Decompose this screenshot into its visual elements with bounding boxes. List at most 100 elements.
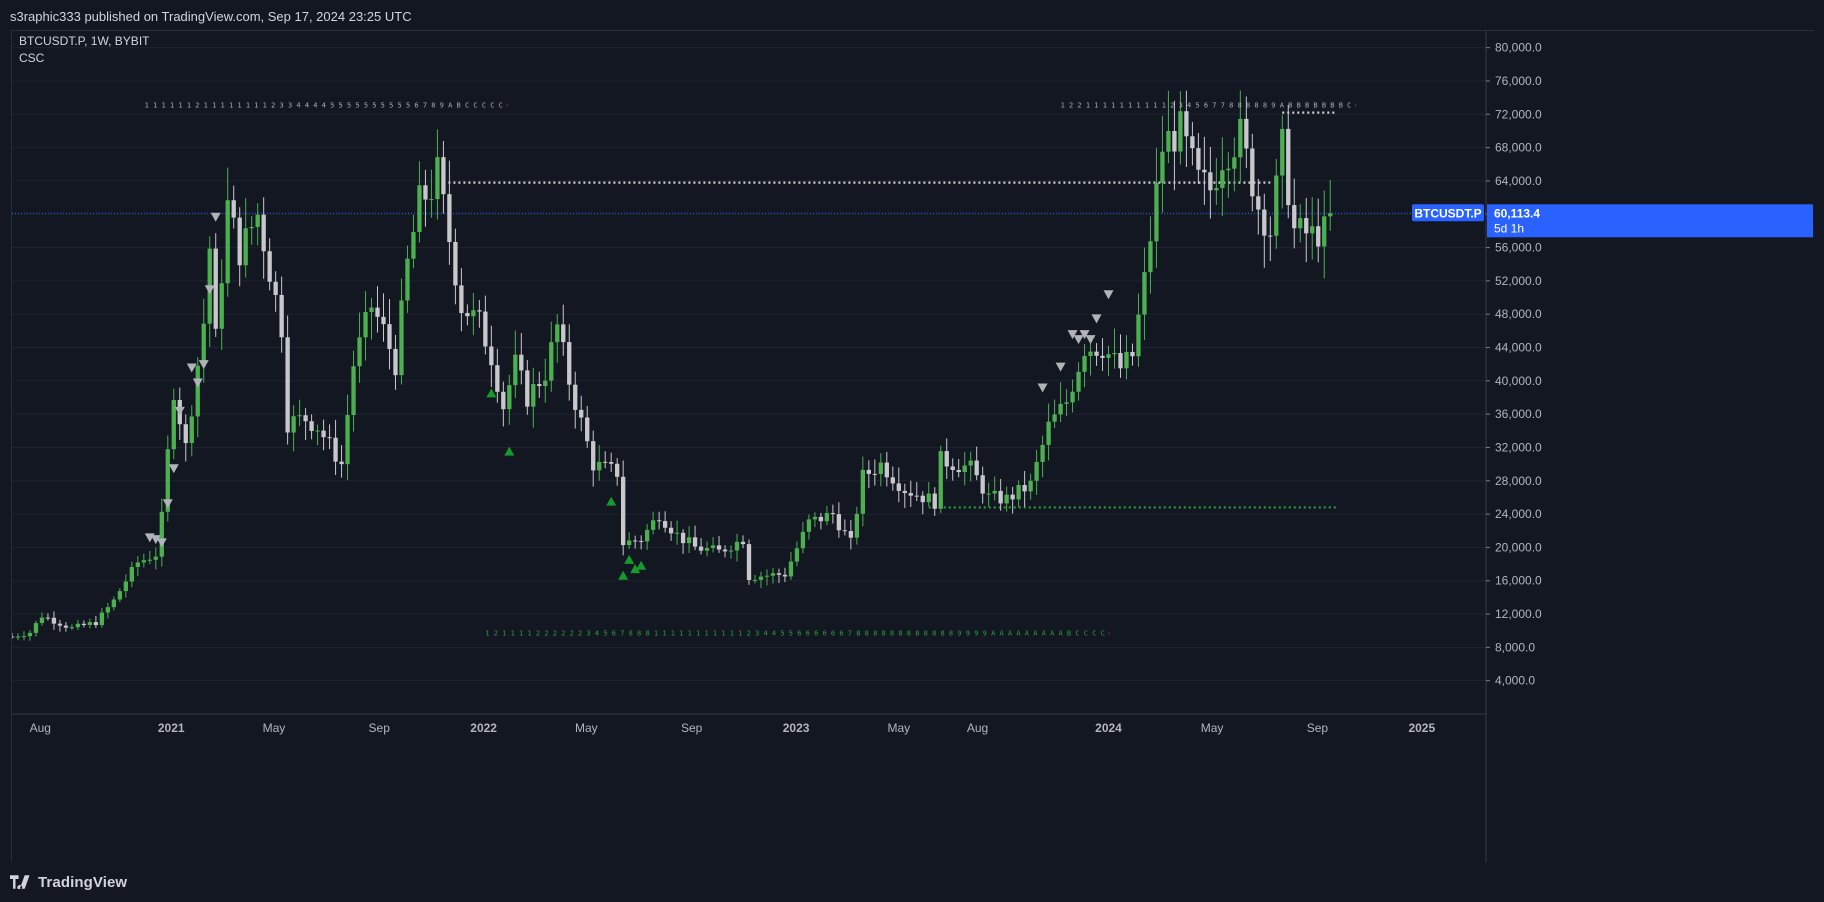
candle-body <box>1088 351 1093 357</box>
up-arrow-icon <box>636 560 647 570</box>
up-arrow-icon <box>486 388 497 398</box>
down-arrow-icon <box>1073 335 1084 345</box>
candle-body <box>1280 128 1285 176</box>
candle-body <box>716 545 722 550</box>
candle-body <box>159 511 164 557</box>
candle-body <box>1148 241 1153 273</box>
candle-body <box>225 200 230 284</box>
candle-body <box>680 532 686 544</box>
down-arrow-icon <box>1085 335 1096 345</box>
candle-body <box>201 323 206 366</box>
candle-body <box>842 530 848 532</box>
legend-symbol[interactable]: BTCUSDT.P, 1W, BYBIT <box>19 34 150 48</box>
level-lines <box>12 111 1486 509</box>
candle-body <box>1076 371 1081 392</box>
x-tick-label: 2024 <box>1095 721 1122 735</box>
candle-body <box>818 516 824 522</box>
x-tick-label: May <box>575 721 598 735</box>
candle-body <box>1274 175 1279 236</box>
down-arrow-icon <box>150 535 161 545</box>
signal-arrows <box>144 212 1114 580</box>
grid <box>12 47 1486 682</box>
candle-body <box>800 531 806 549</box>
x-tick-label: 2025 <box>1408 721 1435 735</box>
candle-body <box>465 312 470 317</box>
price-chart[interactable]: 1 1 1 1 1 1 2 1 1 1 1 1 1 1 1 2 3 3 4 4 … <box>12 31 1815 863</box>
candle-body <box>537 384 542 387</box>
candle-body <box>1130 351 1135 357</box>
down-arrow-icon <box>1079 330 1090 340</box>
bottom-bar: TradingView <box>0 862 1824 902</box>
candle-body <box>321 430 326 438</box>
y-tick-label: 20,000.0 <box>1495 540 1542 554</box>
candle-body <box>866 469 871 474</box>
candle-body <box>650 520 656 530</box>
chart-frame[interactable]: 1 1 1 1 1 1 2 1 1 1 1 1 1 1 1 2 3 3 4 4 … <box>11 30 1815 863</box>
up-arrow-icon <box>630 564 641 574</box>
price-label-box <box>1487 204 1813 238</box>
candle-body <box>561 324 566 343</box>
tradingview-brand[interactable]: TradingView <box>10 872 127 892</box>
candle-body <box>968 460 973 466</box>
tradingview-logo-icon <box>10 875 30 889</box>
down-arrow-icon <box>162 499 173 509</box>
candle-body <box>686 537 692 544</box>
countdown-label: 5d 1h <box>1494 221 1524 235</box>
candle-body <box>1172 131 1177 152</box>
y-tick-label: 8,000.0 <box>1495 640 1535 654</box>
candle-body <box>1004 494 1009 504</box>
candle-body <box>1166 131 1171 152</box>
candle-body <box>1238 118 1243 158</box>
candle-body <box>1214 187 1219 191</box>
down-arrow-icon <box>210 212 221 222</box>
candle-body <box>303 415 308 422</box>
candle-body <box>1070 391 1075 403</box>
candle-body <box>543 380 548 387</box>
candle-body <box>638 540 644 542</box>
current-price-label: 60,113.4 <box>1494 206 1540 220</box>
candle-body <box>507 385 512 410</box>
y-tick-label: 4,000.0 <box>1495 674 1535 688</box>
candle-body <box>549 342 554 381</box>
candle-body <box>764 575 770 577</box>
candle-body <box>1304 218 1309 234</box>
candle-body <box>111 599 117 608</box>
candle-body <box>914 495 919 497</box>
candle-body <box>662 521 668 528</box>
legend-indicator[interactable]: CSC <box>19 51 45 65</box>
y-tick-label: 64,000.0 <box>1495 174 1542 188</box>
down-arrow-icon <box>174 406 185 416</box>
candle-body <box>573 384 578 410</box>
candle-body <box>21 636 27 638</box>
candle-body <box>1232 157 1237 169</box>
candle-body <box>728 550 734 552</box>
candle-body <box>519 354 524 371</box>
candle-body <box>902 490 907 494</box>
candle-body <box>788 561 794 577</box>
candle-body <box>381 316 386 325</box>
candle-body <box>585 417 590 442</box>
candle-body <box>830 513 836 515</box>
candle-body <box>51 617 57 624</box>
candle-body <box>1010 494 1015 500</box>
counter-row-0: 1 1 1 1 1 1 2 1 1 1 1 1 1 1 1 2 3 3 4 4 … <box>145 102 509 110</box>
x-tick-label: 2023 <box>783 721 810 735</box>
up-arrow-icon <box>624 554 635 564</box>
y-tick-label: 40,000.0 <box>1495 374 1542 388</box>
candle-body <box>591 441 596 471</box>
down-arrow-icon <box>168 464 179 474</box>
candle-body <box>621 476 626 546</box>
candle-body <box>231 200 236 218</box>
candle-body <box>1178 111 1183 152</box>
candle-body <box>81 623 87 626</box>
candle-body <box>279 294 284 338</box>
candle-body <box>938 451 943 509</box>
candle-body <box>411 232 416 259</box>
y-tick-label: 36,000.0 <box>1495 407 1542 421</box>
candle-body <box>87 622 93 626</box>
candle-body <box>896 483 901 491</box>
candle-body <box>632 540 638 542</box>
candle-body <box>1046 421 1051 445</box>
candle-body <box>926 493 931 503</box>
candle-body <box>141 560 146 563</box>
